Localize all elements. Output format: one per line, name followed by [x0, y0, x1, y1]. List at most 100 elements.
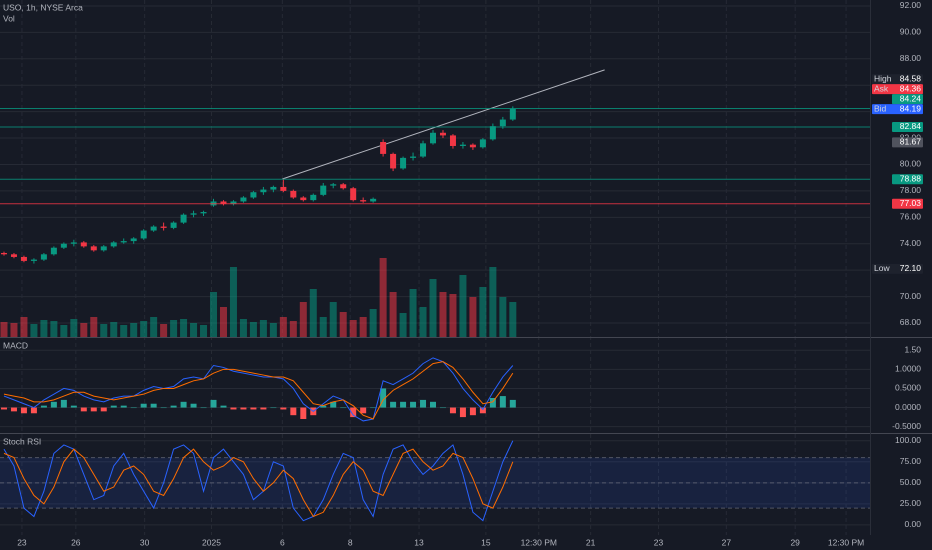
macd-histogram-bar: [360, 407, 367, 414]
volume-bar: [269, 323, 277, 337]
candle-body: [200, 212, 207, 214]
y-tick-label: 0.00: [904, 519, 921, 529]
candle-body: [459, 144, 466, 146]
y-tick-label: 0.5000: [895, 383, 921, 393]
candle-body: [240, 197, 247, 202]
candle-body: [0, 252, 7, 255]
macd-histogram-bar: [140, 403, 147, 408]
y-tick-label: 88.00: [900, 53, 922, 63]
candle-body: [20, 256, 27, 261]
y-tick-label: 78.00: [900, 185, 922, 195]
macd-histogram-bar: [499, 396, 506, 408]
volume-bar: [469, 297, 477, 337]
candle-body: [280, 186, 287, 191]
macd-histogram-bar: [210, 399, 217, 408]
y-tick-label: 70.00: [900, 291, 922, 301]
price-label-box: [892, 121, 923, 132]
macd-histogram-bar: [10, 407, 17, 412]
candle-body: [439, 132, 446, 136]
candle-body: [230, 201, 237, 205]
x-tick-label: 21: [586, 537, 596, 547]
macd-histogram-bar: [190, 403, 197, 408]
y-tick-label: 75.00: [900, 456, 922, 466]
volume-title: Vol: [3, 13, 15, 23]
volume-bar: [259, 320, 267, 337]
x-tick-label: 12:30 PM: [828, 537, 864, 547]
x-tick-label: 6: [280, 537, 285, 547]
candle-body: [150, 226, 157, 231]
y-tick-label: 0.0000: [895, 402, 921, 412]
candle-body: [320, 185, 327, 195]
candle-body: [170, 222, 177, 228]
candle-body: [420, 143, 427, 157]
candle-body: [10, 254, 17, 257]
candle-body: [449, 135, 456, 146]
price-label-value: 84.24: [900, 93, 922, 103]
price-label-box: [892, 174, 923, 185]
macd-histogram-bar: [280, 407, 287, 410]
x-tick-label: 29: [790, 537, 800, 547]
candle-body: [430, 132, 437, 144]
volume-bar: [100, 324, 108, 337]
candle-body: [270, 186, 277, 190]
volume-bar: [319, 317, 327, 337]
price-label-value: 78.88: [900, 174, 922, 184]
candle-body: [110, 242, 117, 247]
candle-body: [300, 197, 307, 201]
macd-histogram-bar: [320, 405, 327, 408]
y-tick-label: 74.00: [900, 238, 922, 248]
price-label-box: [872, 263, 923, 274]
macd-histogram-bar: [130, 407, 137, 409]
candle-body: [330, 184, 337, 186]
volume-bar: [140, 321, 148, 337]
volume-bar: [279, 317, 287, 337]
y-tick-label: 1.50: [904, 344, 921, 354]
candle-body: [100, 246, 107, 251]
volume-bar: [349, 320, 357, 337]
candle-body: [220, 201, 227, 205]
volume-bar: [210, 292, 218, 337]
macd-histogram-bar: [240, 407, 247, 410]
y-tick-label: -0.5000: [892, 421, 921, 431]
volume-bar: [329, 302, 337, 337]
macd-histogram-bar: [330, 401, 337, 408]
macd-histogram-bar: [390, 401, 397, 408]
candle-body: [40, 254, 47, 260]
candle-body: [489, 126, 496, 140]
volume-bar: [180, 319, 188, 337]
y-tick-label: 1.0000: [895, 364, 921, 374]
macd-histogram-bar: [300, 407, 307, 420]
price-label-name: Low: [874, 263, 890, 273]
volume-bar: [190, 323, 198, 337]
macd-histogram-bar: [180, 401, 187, 408]
y-tick-label: 90.00: [900, 27, 922, 37]
price-label-value: 82.84: [900, 121, 922, 131]
macd-histogram-bar: [479, 407, 486, 414]
macd-histogram-bar: [0, 407, 7, 410]
candle-body: [30, 259, 37, 261]
volume-bar: [30, 324, 38, 337]
candle-body: [260, 189, 267, 193]
volume-bar: [170, 320, 178, 337]
candle-body: [370, 198, 377, 202]
macd-histogram-bar: [110, 405, 117, 408]
x-tick-label: 13: [414, 537, 424, 547]
volume-bar: [409, 289, 417, 337]
macd-histogram-bar: [220, 405, 227, 408]
candle-body: [360, 200, 367, 202]
volume-bar: [479, 287, 487, 337]
volume-bar: [509, 302, 517, 337]
macd-histogram-bar: [150, 403, 157, 408]
x-tick-label: 30: [140, 537, 150, 547]
price-label-name: Bid: [874, 103, 887, 113]
y-tick-label: 100.00: [895, 435, 921, 445]
signal-line: [3, 361, 514, 420]
macd-histogram-bar: [170, 405, 177, 408]
macd-line: [3, 357, 514, 422]
volume-bar: [0, 322, 8, 337]
macd-histogram-bar: [30, 407, 37, 414]
volume-bar: [90, 317, 98, 337]
candle-body: [70, 242, 77, 244]
macd-histogram-bar: [509, 399, 516, 408]
